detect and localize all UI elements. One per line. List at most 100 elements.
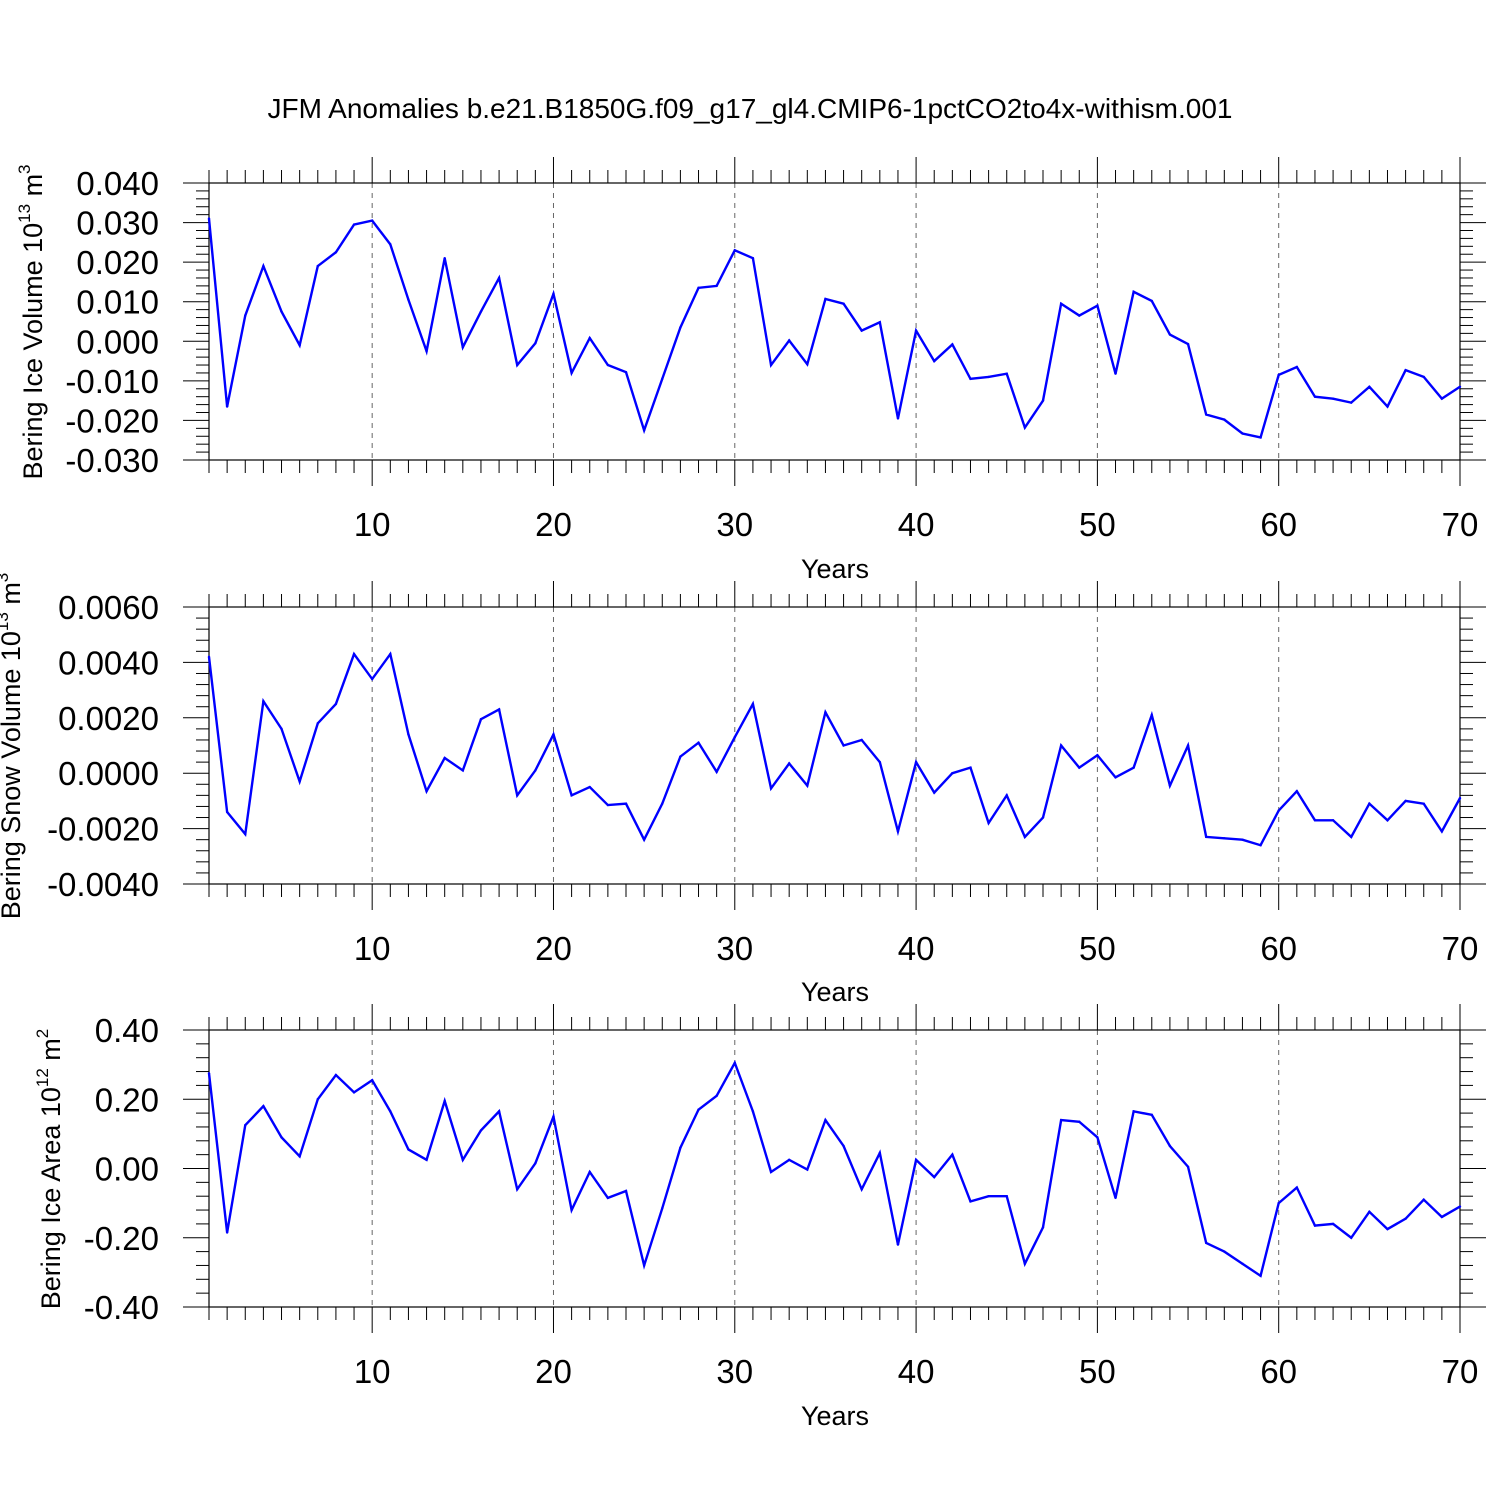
data-point	[1368, 385, 1371, 388]
data-point	[661, 802, 664, 805]
data-point	[1458, 385, 1462, 388]
data-point	[461, 346, 465, 349]
data-point	[1168, 784, 1172, 787]
data-point	[1168, 333, 1172, 336]
data-point	[842, 1144, 845, 1148]
data-point	[679, 1146, 682, 1149]
data-point	[443, 1099, 446, 1103]
data-point	[969, 377, 972, 381]
data-point	[914, 760, 918, 764]
data-point	[951, 343, 954, 346]
x-tick-label: 40	[898, 930, 935, 967]
y-axis-label-unit-exponent: 2	[33, 1029, 52, 1038]
data-point	[1422, 802, 1425, 805]
data-point	[824, 297, 827, 301]
data-point	[787, 1158, 791, 1162]
data-point	[697, 1108, 700, 1111]
data-point	[1277, 373, 1280, 377]
x-tick-label: 50	[1079, 930, 1116, 967]
data-point	[733, 735, 736, 739]
data-point	[1204, 413, 1208, 416]
data-point	[1132, 766, 1135, 769]
x-tick-label: 50	[1079, 1353, 1116, 1390]
data-point	[207, 217, 211, 220]
x-tick-label: 70	[1442, 506, 1479, 543]
data-point	[244, 1124, 247, 1127]
panel-ice-volume: Bering Ice Volume 1013 m3 Years 10 20 30 40…	[15, 157, 1486, 584]
data-point	[389, 1110, 392, 1113]
y-tick-label: -0.20	[84, 1220, 159, 1257]
data-point	[933, 791, 936, 794]
data-point	[914, 329, 918, 332]
data-point	[461, 769, 465, 772]
x-tick-label: 60	[1260, 1353, 1297, 1390]
data-point	[1168, 1144, 1172, 1148]
data-point	[588, 1170, 591, 1174]
data-point	[497, 1110, 501, 1113]
data-point	[1241, 1262, 1244, 1265]
data-point	[987, 1195, 990, 1198]
data-point	[280, 310, 283, 313]
data-point	[896, 830, 900, 833]
data-point	[769, 363, 773, 367]
data-point	[316, 264, 319, 268]
data-point	[624, 802, 628, 805]
x-tick-label: 20	[535, 930, 572, 967]
series-line	[207, 1060, 1461, 1278]
data-point	[1150, 713, 1153, 717]
data-point	[787, 339, 791, 342]
data-point	[534, 1162, 537, 1165]
y-tick-label: -0.40	[84, 1289, 159, 1326]
x-tick-label: 20	[535, 1353, 572, 1390]
data-point	[479, 1129, 483, 1132]
data-point	[1059, 302, 1063, 305]
x-tick-label: 60	[1260, 930, 1297, 967]
y-axis-label-unit: m	[18, 174, 48, 204]
data-point	[1114, 1196, 1117, 1200]
data-point	[824, 711, 827, 714]
data-point	[425, 1158, 428, 1162]
panel-snow-volume: Bering Snow Volume 1013 m3 Years 10 20 30 4…	[0, 573, 1486, 1007]
data-point	[370, 219, 374, 222]
data-point	[1023, 1262, 1027, 1265]
data-point	[389, 243, 392, 246]
data-point	[443, 756, 446, 760]
data-point	[1350, 835, 1353, 839]
data-point	[1223, 837, 1226, 840]
data-point	[987, 375, 990, 379]
data-point	[1041, 399, 1045, 402]
data-point	[787, 762, 791, 765]
y-tick-label: 0.20	[95, 1081, 159, 1118]
data-point	[497, 276, 501, 280]
y-axis-label-unit: m	[0, 582, 26, 612]
data-point	[1313, 395, 1317, 398]
data-point	[1150, 1113, 1153, 1117]
data-point	[1313, 819, 1317, 822]
data-point	[1132, 1110, 1135, 1113]
data-point	[1458, 1205, 1462, 1208]
data-point	[407, 1148, 410, 1151]
data-point	[316, 722, 319, 725]
data-point	[878, 321, 882, 324]
data-point	[262, 264, 265, 268]
data-point	[352, 652, 356, 656]
data-point	[697, 286, 700, 290]
data-point	[733, 1061, 736, 1065]
data-point	[1096, 1136, 1099, 1139]
x-axis-label: Years	[801, 977, 869, 1007]
data-point	[642, 429, 646, 432]
data-point	[715, 770, 718, 774]
data-point	[1259, 436, 1262, 439]
data-point	[1386, 1227, 1389, 1231]
y-tick-label: 0.0000	[58, 755, 159, 792]
data-point	[642, 838, 646, 841]
y-axis-label: Bering Ice Area 1012 m2	[33, 1029, 66, 1310]
y-axis-label-unit-exponent: 3	[0, 573, 12, 582]
data-point	[425, 349, 428, 353]
data-point	[1277, 809, 1280, 812]
y-tick-label: -0.0020	[47, 811, 159, 848]
data-point	[1259, 844, 1262, 847]
y-tick-label: -0.030	[65, 442, 159, 479]
data-point	[1277, 1201, 1280, 1205]
data-point	[1078, 314, 1081, 317]
